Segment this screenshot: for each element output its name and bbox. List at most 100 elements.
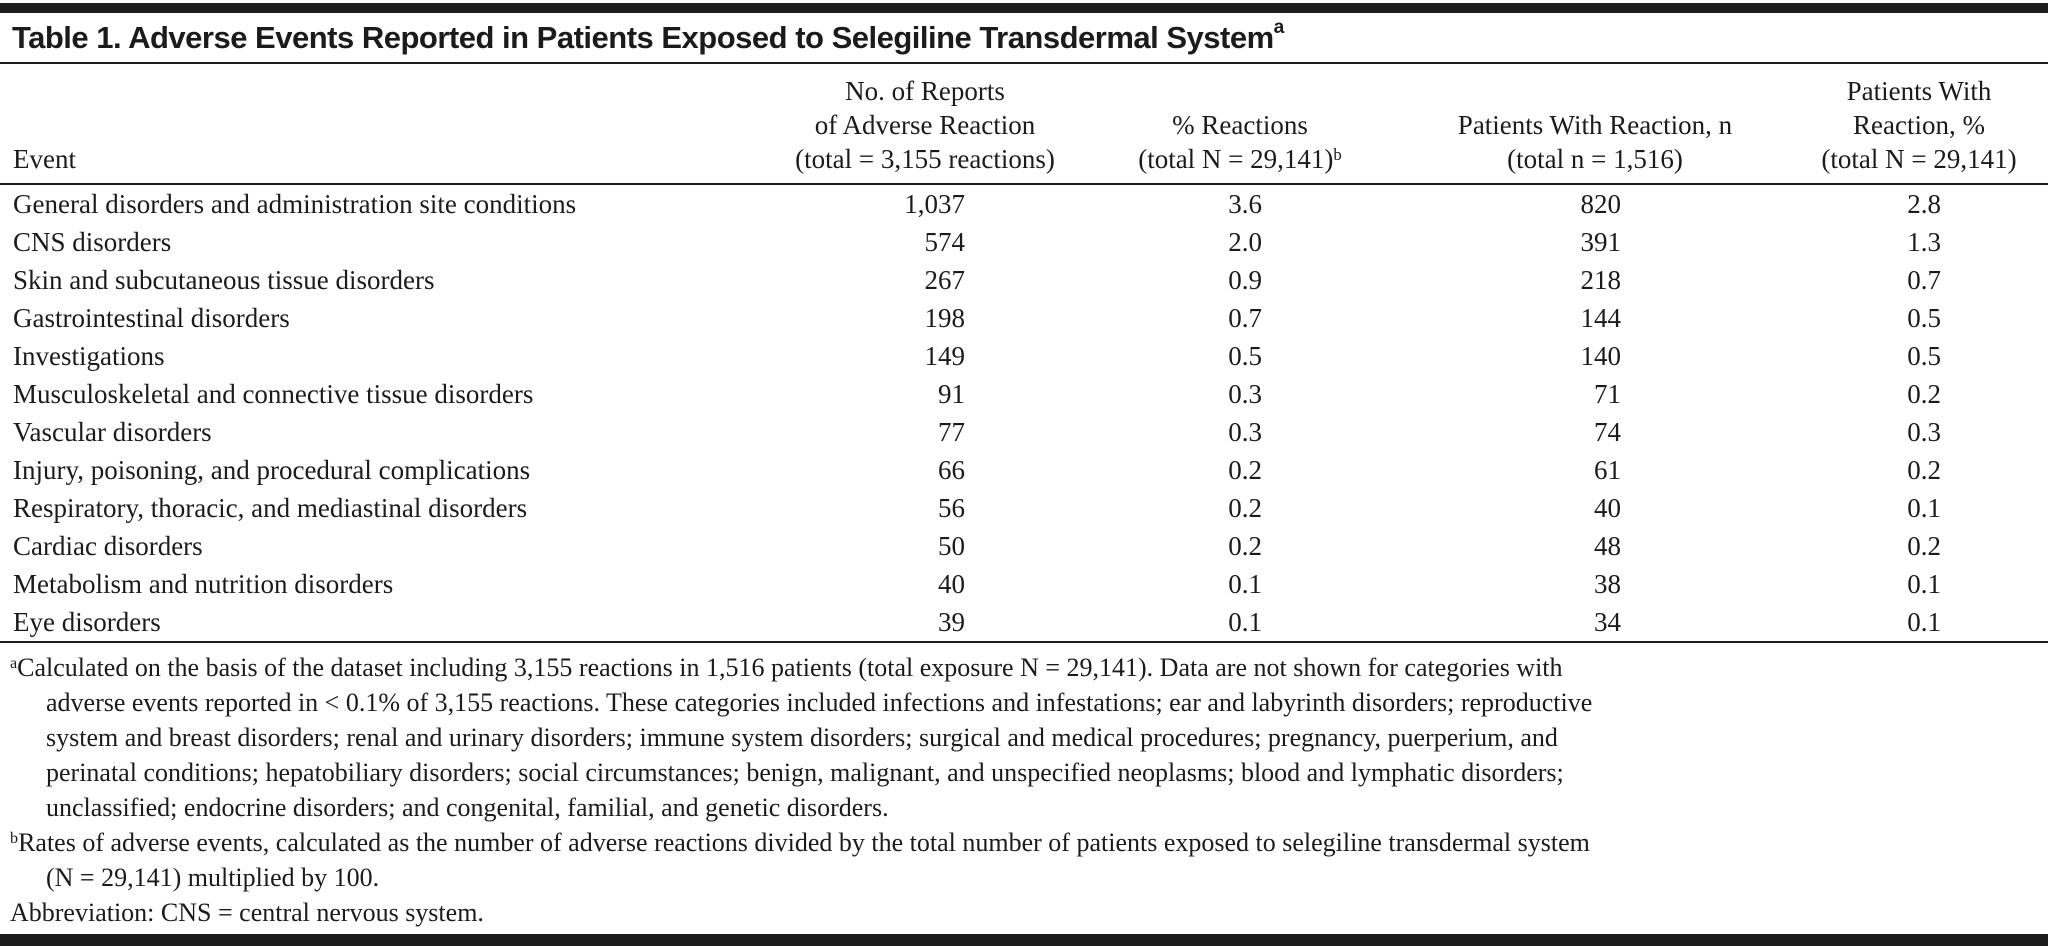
table-row: Eye disorders 39 0.1 34 0.1 (0, 603, 2048, 643)
reports-cell: 56 (770, 489, 1080, 527)
reports-cell: 50 (770, 527, 1080, 565)
footnote-a-line: system and breast disorders; renal and u… (46, 723, 1558, 752)
value: 48 (1594, 531, 1621, 561)
pct-reactions-cell: 0.7 (1080, 299, 1400, 337)
pct-patients-cell: 0.5 (1790, 299, 2048, 337)
header-line: (total N = 29,141)b (1080, 142, 1400, 176)
event-cell: Cardiac disorders (13, 531, 203, 561)
header-line: (total n = 1,516) (1507, 144, 1683, 174)
column-header-pct-patients: Patients With Reaction, % (total N = 29,… (1790, 64, 2048, 185)
pct-patients-cell: 0.2 (1790, 451, 2048, 489)
value: 0.1 (1907, 607, 1941, 637)
reports-cell: 40 (770, 565, 1080, 603)
patients-n-cell: 48 (1400, 527, 1790, 565)
table-row: Metabolism and nutrition disorders 40 0.… (0, 565, 2048, 603)
header-line: of Adverse Reaction (814, 110, 1036, 140)
pct-reactions-cell: 2.0 (1080, 223, 1400, 261)
footnote-b-line: bRates of adverse events, calculated as … (10, 825, 2038, 860)
header-line: Event (13, 144, 76, 174)
event-cell: Vascular disorders (13, 417, 212, 447)
reports-cell: 149 (770, 337, 1080, 375)
value: 1.3 (1907, 227, 1941, 257)
pct-reactions-cell: 0.2 (1080, 527, 1400, 565)
patients-n-cell: 61 (1400, 451, 1790, 489)
event-cell: Metabolism and nutrition disorders (13, 569, 394, 599)
patients-n-cell: 40 (1400, 489, 1790, 527)
reports-cell: 1,037 (770, 184, 1080, 223)
footnote-b-line: (N = 29,141) multiplied by 100. (46, 863, 380, 892)
pct-patients-cell: 2.8 (1790, 184, 2048, 223)
footnote-text: Calculated on the basis of the dataset i… (17, 653, 1563, 682)
table-row: Skin and subcutaneous tissue disorders 2… (0, 261, 2048, 299)
pct-patients-cell: 0.1 (1790, 565, 2048, 603)
value: 574 (924, 227, 966, 257)
abbreviation-note: Abbreviation: CNS = central nervous syst… (10, 898, 484, 927)
title-divider-rule (0, 62, 2048, 64)
event-cell: Skin and subcutaneous tissue disorders (13, 265, 435, 295)
value: 218 (1580, 265, 1622, 295)
footnote-a-line: aCalculated on the basis of the dataset … (10, 650, 2038, 685)
pct-reactions-cell: 0.2 (1080, 451, 1400, 489)
footnote-b-marker: b (10, 829, 19, 847)
value: 34 (1594, 607, 1621, 637)
table-title: Table 1. Adverse Events Reported in Pati… (12, 16, 1284, 55)
header-line: (total = 3,155 reactions) (795, 144, 1055, 174)
table-row: CNS disorders 574 2.0 391 1.3 (0, 223, 2048, 261)
value: 2.8 (1907, 189, 1941, 219)
paper-table-page: Table 1. Adverse Events Reported in Pati… (0, 3, 2048, 946)
pct-patients-cell: 0.1 (1790, 489, 2048, 527)
value: 0.7 (1228, 303, 1262, 333)
table-row: General disorders and administration sit… (0, 184, 2048, 223)
value: 66 (938, 455, 965, 485)
event-cell: Investigations (13, 341, 165, 371)
pct-reactions-cell: 0.2 (1080, 489, 1400, 527)
pct-patients-cell: 0.1 (1790, 603, 2048, 643)
value: 39 (938, 607, 965, 637)
header-line: % Reactions (1172, 110, 1308, 140)
footnote-a-line: unclassified; endocrine disorders; and c… (46, 793, 889, 822)
event-cell: General disorders and administration sit… (13, 189, 577, 219)
pct-patients-cell: 0.5 (1790, 337, 2048, 375)
table-body: General disorders and administration sit… (0, 184, 2048, 643)
pct-reactions-cell: 0.3 (1080, 413, 1400, 451)
value: 820 (1580, 189, 1622, 219)
value: 61 (1594, 455, 1621, 485)
value: 0.2 (1907, 531, 1941, 561)
table-header: Event No. of Reports of Adverse Reaction… (0, 64, 2048, 185)
value: 0.3 (1228, 379, 1262, 409)
value: 0.1 (1907, 493, 1941, 523)
pct-reactions-cell: 0.3 (1080, 375, 1400, 413)
table-title-text: Table 1. Adverse Events Reported in Pati… (12, 19, 1274, 55)
patients-n-cell: 140 (1400, 337, 1790, 375)
value: 0.2 (1228, 531, 1262, 561)
table-row: Vascular disorders 77 0.3 74 0.3 (0, 413, 2048, 451)
header-line: No. of Reports (845, 76, 1005, 106)
pct-reactions-cell: 3.6 (1080, 184, 1400, 223)
table-row: Respiratory, thoracic, and mediastinal d… (0, 489, 2048, 527)
value: 0.1 (1228, 607, 1262, 637)
column-header-event: Event (0, 64, 770, 185)
header-row: Event No. of Reports of Adverse Reaction… (0, 64, 2048, 185)
patients-n-cell: 391 (1400, 223, 1790, 261)
value: 0.2 (1228, 455, 1262, 485)
footnote-a-line: adverse events reported in < 0.1% of 3,1… (46, 688, 1593, 717)
pct-reactions-cell: 0.1 (1080, 603, 1400, 643)
event-cell: Gastrointestinal disorders (13, 303, 290, 333)
pct-patients-cell: 0.2 (1790, 527, 2048, 565)
value: 40 (1594, 493, 1621, 523)
header-line: Reaction, % (1853, 110, 1985, 140)
pct-reactions-cell: 0.5 (1080, 337, 1400, 375)
header-footnote-marker: b (1333, 144, 1342, 164)
patients-n-cell: 71 (1400, 375, 1790, 413)
adverse-events-table: Event No. of Reports of Adverse Reaction… (0, 64, 2048, 643)
bottom-rule (0, 934, 2048, 946)
pct-patients-cell: 0.7 (1790, 261, 2048, 299)
reports-cell: 574 (770, 223, 1080, 261)
value: 144 (1580, 303, 1622, 333)
table-row: Injury, poisoning, and procedural compli… (0, 451, 2048, 489)
table-row: Investigations 149 0.5 140 0.5 (0, 337, 2048, 375)
pct-patients-cell: 1.3 (1790, 223, 2048, 261)
column-header-reports: No. of Reports of Adverse Reaction (tota… (770, 64, 1080, 185)
event-cell: Eye disorders (0, 603, 770, 643)
value: 0.2 (1907, 455, 1941, 485)
